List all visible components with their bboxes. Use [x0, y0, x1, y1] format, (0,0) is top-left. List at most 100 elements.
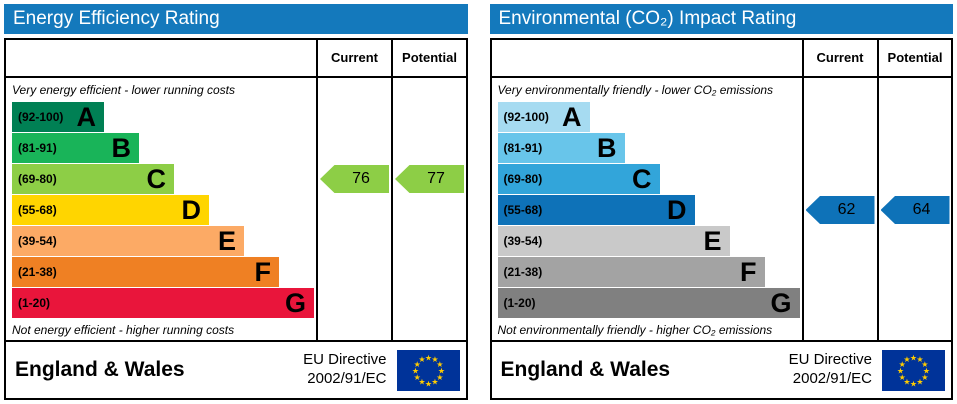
band-letter: G [770, 288, 792, 318]
current-column-divider [801, 40, 804, 340]
rating-band-a: (92-100) A [12, 102, 104, 132]
svg-text:★: ★ [437, 366, 444, 375]
band-range-label: (81-91) [503, 141, 543, 155]
rating-band-d: (55-68) D [12, 195, 209, 225]
potential-rating-arrow: 64 [880, 196, 950, 224]
svg-text:★: ★ [418, 377, 425, 386]
rating-band-b: (81-91) B [12, 133, 139, 163]
svg-text:★: ★ [921, 372, 928, 381]
panel-title-bar: Environmental (CO₂) Impact Rating [489, 4, 953, 34]
band-range-label: (39-54) [503, 234, 543, 248]
rating-band-g: (1-20) G [12, 288, 314, 318]
current-rating-arrow: 76 [320, 165, 389, 193]
rating-band-g: (1-20) G [497, 288, 800, 318]
svg-text:★: ★ [436, 372, 443, 381]
potential-column-divider [391, 40, 393, 340]
region-label: England & Wales [15, 358, 185, 381]
rating-band-c: (69-80) C [497, 164, 660, 194]
current-column-header: Current [816, 50, 864, 65]
potential-column-header: Potential [887, 50, 943, 65]
band-range-label: (55-68) [18, 203, 57, 217]
column-header-row: Current Potential [491, 40, 951, 78]
current-rating-arrow: 62 [805, 196, 875, 224]
panel-title-bar: Energy Efficiency Rating [4, 4, 468, 34]
rating-band-f: (21-38) F [497, 257, 765, 287]
svg-text:★: ★ [418, 355, 425, 364]
band-range-label: (39-54) [18, 234, 57, 248]
potential-column-header: Potential [402, 50, 457, 65]
rating-chart: Current Potential Very environmentally f… [489, 38, 953, 342]
current-rating-value: 62 [837, 201, 856, 218]
band-letter: A [76, 102, 97, 132]
band-letter: C [632, 164, 652, 194]
svg-text:★: ★ [899, 372, 906, 381]
band-range-label: (55-68) [503, 203, 543, 217]
top-note: Very energy efficient - lower running co… [12, 83, 235, 97]
svg-text:★: ★ [910, 353, 917, 362]
rating-band-f: (21-38) F [12, 257, 279, 287]
svg-text:★: ★ [903, 377, 910, 386]
bottom-note: Not energy efficient - higher running co… [12, 323, 235, 337]
band-range-label: (1-20) [503, 296, 536, 310]
band-range-label: (81-91) [18, 141, 57, 155]
band-letter: B [597, 133, 617, 163]
potential-rating-value: 77 [427, 170, 445, 187]
eu-directive-line2: 2002/91/EC [792, 370, 872, 387]
svg-text:★: ★ [916, 355, 923, 364]
eu-directive-label: EU Directive 2002/91/EC [303, 351, 386, 389]
band-letter: E [703, 226, 722, 256]
eu-directive-label: EU Directive 2002/91/EC [789, 351, 872, 389]
eu-directive-line1: EU Directive [303, 351, 387, 369]
rating-band-a: (92-100) A [497, 102, 590, 132]
svg-text:★: ★ [413, 359, 420, 368]
svg-text:★: ★ [436, 359, 443, 368]
svg-text:★: ★ [897, 366, 904, 375]
svg-text:★: ★ [921, 359, 928, 368]
panel-title: Environmental (CO₂) Impact Rating [498, 8, 797, 29]
top-note: Very environmentally friendly - lower CO… [497, 83, 774, 97]
svg-text:★: ★ [899, 359, 906, 368]
band-letter: E [217, 226, 236, 256]
panel-footer: England & Wales EU Directive 2002/91/EC … [4, 342, 468, 400]
rating-chart: Current Potential Very energy efficient … [4, 38, 468, 342]
svg-text:★: ★ [424, 379, 431, 388]
band-letter: F [740, 257, 757, 287]
svg-text:★: ★ [910, 379, 917, 388]
current-rating-value: 76 [352, 170, 370, 187]
svg-text:★: ★ [424, 353, 431, 362]
rating-band-c: (69-80) C [12, 164, 174, 194]
svg-text:★: ★ [916, 377, 923, 386]
band-letter: F [254, 257, 272, 287]
energy-efficiency-rating-panel: Energy Efficiency Rating Current Potenti… [4, 4, 468, 400]
rating-bands: (92-100) A (81-91) B (69-80) C (55-68) D (39-54)… [497, 102, 800, 319]
band-letter: B [111, 133, 132, 163]
svg-text:★: ★ [431, 377, 438, 386]
panel-footer: England & Wales EU Directive 2002/91/EC … [489, 342, 953, 400]
eu-flag-icon: ★ ★ ★ ★ ★ ★ ★ ★ ★ ★ ★ ★ [396, 349, 460, 391]
panel-title: Energy Efficiency Rating [13, 8, 220, 29]
band-range-label: (92-100) [503, 110, 549, 124]
potential-rating-value: 64 [912, 201, 931, 218]
svg-text:★: ★ [903, 355, 910, 364]
bottom-note: Not environmentally friendly - higher CO… [497, 323, 773, 337]
region-label: England & Wales [500, 358, 671, 381]
band-letter: D [667, 195, 687, 225]
environmental-impact-rating-panel: Environmental (CO₂) Impact Rating Curren… [489, 4, 953, 400]
band-letter: A [562, 102, 582, 132]
column-header-row: Current Potential [6, 40, 466, 78]
band-range-label: (1-20) [18, 296, 51, 310]
svg-text:★: ★ [923, 366, 930, 375]
rating-band-d: (55-68) D [497, 195, 695, 225]
band-range-label: (21-38) [18, 265, 57, 279]
band-range-label: (92-100) [18, 110, 64, 124]
rating-band-b: (81-91) B [497, 133, 625, 163]
eu-flag-icon: ★ ★ ★ ★ ★ ★ ★ ★ ★ ★ ★ ★ [882, 349, 945, 391]
potential-rating-arrow: 77 [395, 165, 464, 193]
eu-directive-line1: EU Directive [788, 351, 872, 369]
band-range-label: (69-80) [18, 172, 57, 186]
eu-directive-line2: 2002/91/EC [307, 370, 387, 387]
band-letter: C [146, 164, 167, 194]
potential-column-divider [876, 40, 879, 340]
band-letter: G [284, 288, 306, 318]
